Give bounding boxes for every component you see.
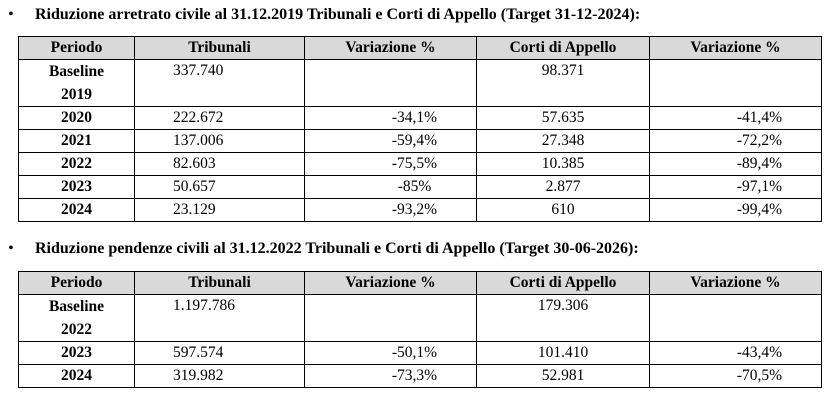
row-period: 2024 (18, 198, 135, 222)
table-header-row: Periodo Tribunali Variazione % Corti di … (18, 36, 822, 60)
header-variazione-corti: Variazione % (649, 36, 822, 60)
section-title: Riduzione pendenze civili al 31.12.2022 … (35, 240, 639, 257)
baseline-var-tribunali (304, 294, 477, 342)
baseline-corti: 98.371 (476, 59, 650, 107)
row-var-corti: -43,4% (649, 341, 822, 365)
row-var-corti: -70,5% (649, 364, 822, 388)
table-row: 2022 82.603 -75,5% 10.385 -89,4% (18, 152, 822, 176)
table-header-row: Periodo Tribunali Variazione % Corti di … (18, 271, 822, 295)
table-row: 2024 319.982 -73,3% 52.981 -70,5% (18, 364, 822, 388)
table-row: 2020 222.672 -34,1% 57.635 -41,4% (18, 106, 822, 130)
header-tribunali: Tribunali (134, 271, 305, 295)
arretrato-table: Periodo Tribunali Variazione % Corti di … (18, 36, 822, 222)
row-period: 2021 (18, 129, 135, 153)
header-corti-di-appello: Corti di Appello (476, 36, 650, 60)
row-period: 2022 (18, 152, 135, 176)
baseline-corti: 179.306 (476, 294, 650, 342)
row-tribunali: 319.982 (134, 364, 305, 388)
row-var-corti: -41,4% (649, 106, 822, 130)
header-tribunali: Tribunali (134, 36, 305, 60)
baseline-label-line2: 2019 (61, 86, 92, 103)
row-corti: 2.877 (476, 175, 650, 199)
header-variazione-tribunali: Variazione % (304, 271, 477, 295)
table-row: 2021 137.006 -59,4% 27.348 -72,2% (18, 129, 822, 153)
pendenze-table: Periodo Tribunali Variazione % Corti di … (18, 271, 822, 388)
row-period: 2023 (18, 341, 135, 365)
baseline-tribunali: 1.197.786 (134, 294, 305, 342)
row-tribunali: 222.672 (134, 106, 305, 130)
row-period: 2024 (18, 364, 135, 388)
bullet-icon: • (8, 7, 14, 22)
row-corti: 57.635 (476, 106, 650, 130)
row-var-corti: -99,4% (649, 198, 822, 222)
section-title: Riduzione arretrato civile al 31.12.2019… (35, 6, 641, 23)
row-corti: 101.410 (476, 341, 650, 365)
baseline-var-corti (649, 59, 822, 107)
baseline-var-corti (649, 294, 822, 342)
header-corti-di-appello: Corti di Appello (476, 271, 650, 295)
row-period: 2020 (18, 106, 135, 130)
row-var-tribunali: -93,2% (304, 198, 477, 222)
bullet-icon: • (8, 241, 14, 256)
row-corti: 52.981 (476, 364, 650, 388)
baseline-tribunali: 337.740 (134, 59, 305, 107)
header-variazione-tribunali: Variazione % (304, 36, 477, 60)
row-corti: 610 (476, 198, 650, 222)
row-corti: 27.348 (476, 129, 650, 153)
baseline-label: Baseline 2022 (18, 294, 135, 342)
row-tribunali: 597.574 (134, 341, 305, 365)
table-row-baseline: Baseline 2019 337.740 98.371 (18, 59, 822, 107)
table-row-baseline: Baseline 2022 1.197.786 179.306 (18, 294, 822, 342)
row-tribunali: 50.657 (134, 175, 305, 199)
table-row: 2024 23.129 -93,2% 610 -99,4% (18, 198, 822, 222)
row-var-tribunali: -73,3% (304, 364, 477, 388)
row-var-tribunali: -34,1% (304, 106, 477, 130)
baseline-label-line1: Baseline (48, 63, 105, 80)
header-periodo: Periodo (18, 36, 135, 60)
row-var-corti: -97,1% (649, 175, 822, 199)
row-var-tribunali: -85% (304, 175, 477, 199)
row-var-tribunali: -59,4% (304, 129, 477, 153)
baseline-label: Baseline 2019 (18, 59, 135, 107)
row-var-tribunali: -75,5% (304, 152, 477, 176)
row-var-corti: -89,4% (649, 152, 822, 176)
row-tribunali: 82.603 (134, 152, 305, 176)
row-tribunali: 23.129 (134, 198, 305, 222)
row-tribunali: 137.006 (134, 129, 305, 153)
baseline-label-line1: Baseline (48, 298, 105, 315)
header-periodo: Periodo (18, 271, 135, 295)
row-period: 2023 (18, 175, 135, 199)
table-row: 2023 50.657 -85% 2.877 -97,1% (18, 175, 822, 199)
table-row: 2023 597.574 -50,1% 101.410 -43,4% (18, 341, 822, 365)
baseline-var-tribunali (304, 59, 477, 107)
baseline-label-line2: 2022 (61, 321, 92, 338)
row-var-corti: -72,2% (649, 129, 822, 153)
row-var-tribunali: -50,1% (304, 341, 477, 365)
header-variazione-corti: Variazione % (649, 271, 822, 295)
row-corti: 10.385 (476, 152, 650, 176)
